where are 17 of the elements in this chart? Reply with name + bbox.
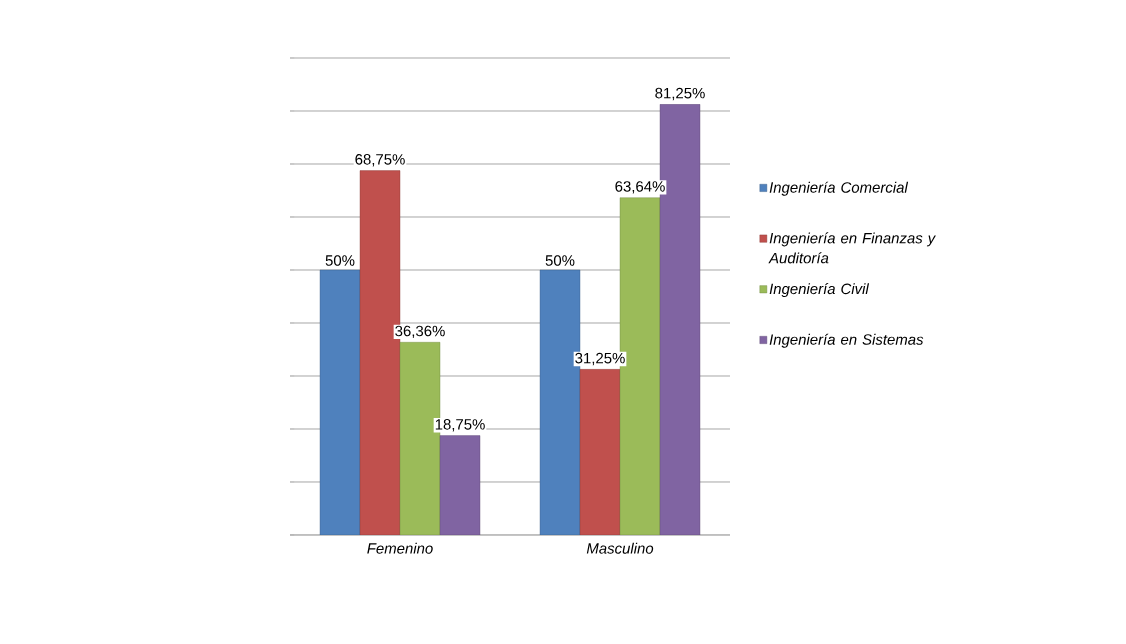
bar: [579, 369, 621, 535]
x-tick-label: Masculino: [586, 542, 654, 554]
legend-label: Ingeniería en Finanzas y Auditoría: [768, 232, 936, 264]
data-label: 36,36%: [395, 325, 445, 339]
legend-label: Ingeniería Civil: [769, 282, 870, 298]
data-label: 68,75%: [355, 154, 405, 167]
legend-label: Ingeniería Comercial: [769, 181, 909, 196]
legend-label: Ingeniería en Sistemas: [769, 333, 924, 348]
x-tick-label: Femenino: [367, 542, 433, 554]
bar: [439, 435, 481, 535]
data-label: 63,64%: [615, 181, 665, 194]
data-label: 81,25%: [655, 87, 705, 101]
data-label: 50%: [545, 255, 575, 266]
data-label: 18,75%: [435, 419, 485, 432]
bar: [319, 269, 361, 535]
data-label: 31,25%: [575, 352, 625, 366]
data-label: 50%: [325, 255, 355, 266]
